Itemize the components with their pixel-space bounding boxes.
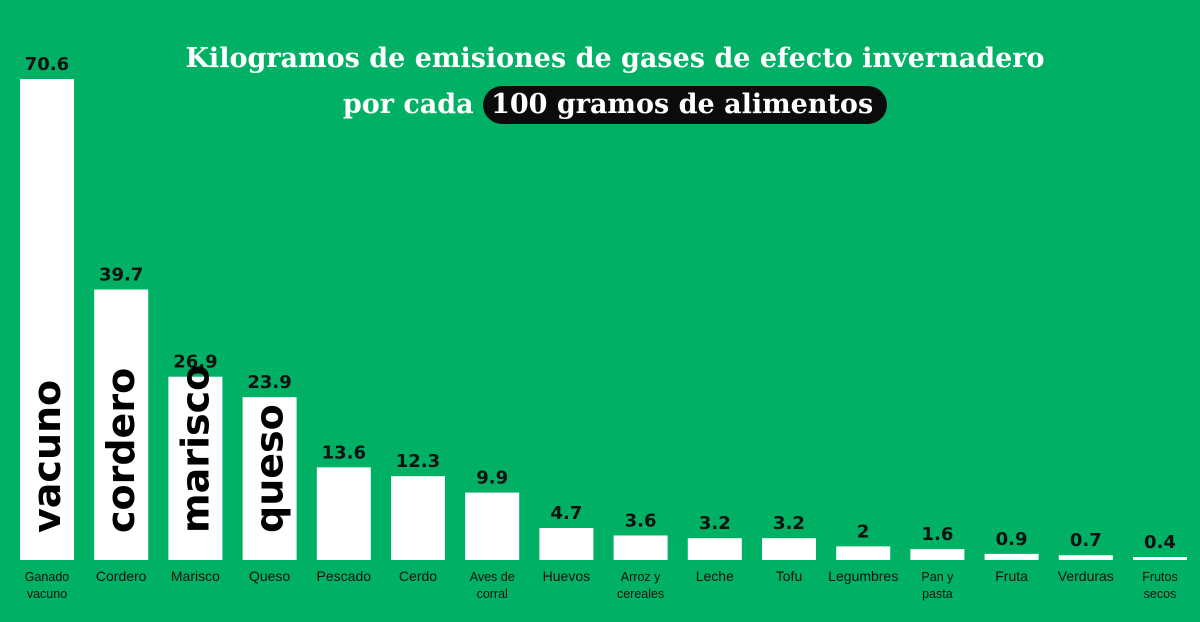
category-label-16: Frutos secos [1142, 570, 1177, 601]
category-label-6: Cerdo [399, 568, 437, 584]
category-label-4: Queso [249, 568, 290, 584]
value-label-4: 23.9 [247, 372, 291, 393]
bar-word-2: cordero [99, 368, 143, 533]
value-label-15: 0.7 [1070, 530, 1102, 551]
title-line-2-prefix: por cada [342, 89, 474, 120]
value-label-1: 70.6 [25, 54, 69, 75]
bar-8 [539, 527, 594, 560]
bar-9 [613, 535, 668, 560]
bar-word-4: queso [248, 404, 292, 533]
value-label-14: 0.9 [996, 529, 1028, 550]
value-label-2: 39.7 [99, 265, 143, 286]
category-label-3: Marisco [171, 568, 220, 584]
value-label-5: 13.6 [322, 442, 366, 463]
bar-2 [94, 289, 149, 560]
value-label-7: 9.9 [476, 468, 508, 489]
value-label-11: 3.2 [773, 513, 805, 534]
category-label-13: Pan y pasta [921, 570, 954, 601]
value-label-3: 26.9 [173, 352, 217, 373]
bar-13 [910, 549, 965, 560]
bar-11 [762, 538, 816, 560]
bar-15 [1058, 555, 1113, 560]
bar-5 [316, 467, 371, 560]
category-label-14: Fruta [995, 568, 1028, 584]
bar-16 [1133, 557, 1187, 560]
category-label-11: Tofu [776, 568, 802, 584]
bar-word-3: marisco [173, 365, 217, 533]
chart-title: Kilogramos de emisiones de gases de efec… [0, 36, 1200, 128]
value-label-9: 3.6 [625, 510, 657, 531]
bar-14 [984, 553, 1039, 560]
category-label-12: Legumbres [828, 568, 898, 584]
bar-10 [687, 538, 742, 560]
bar-6 [391, 476, 445, 560]
bar-7 [465, 492, 520, 560]
category-label-7: Aves de corral [470, 570, 515, 601]
category-label-9: Arroz y cereales [617, 570, 664, 601]
value-label-6: 12.3 [396, 451, 440, 472]
title-line-1: Kilogramos de emisiones de gases de efec… [185, 43, 1045, 74]
bar-3 [168, 376, 223, 560]
bar-1 [20, 79, 74, 560]
bar-12 [836, 546, 891, 560]
category-label-1: Ganado vacuno [25, 570, 70, 601]
value-label-10: 3.2 [699, 513, 731, 534]
category-label-5: Pescado [317, 568, 372, 584]
category-label-15: Verduras [1058, 568, 1114, 584]
bar-4 [242, 397, 297, 560]
title-line-2: por cada 100 gramos de alimentos [0, 82, 1200, 128]
value-label-8: 4.7 [550, 503, 582, 524]
category-label-2: Cordero [96, 568, 147, 584]
value-label-12: 2 [857, 521, 870, 542]
category-label-8: Huevos [543, 568, 590, 584]
bar-word-1: vacuno [25, 380, 69, 533]
title-highlight: 100 gramos de alimentos [483, 86, 888, 124]
value-label-13: 1.6 [921, 524, 953, 545]
category-label-10: Leche [696, 568, 734, 584]
value-label-16: 0.4 [1144, 532, 1176, 553]
